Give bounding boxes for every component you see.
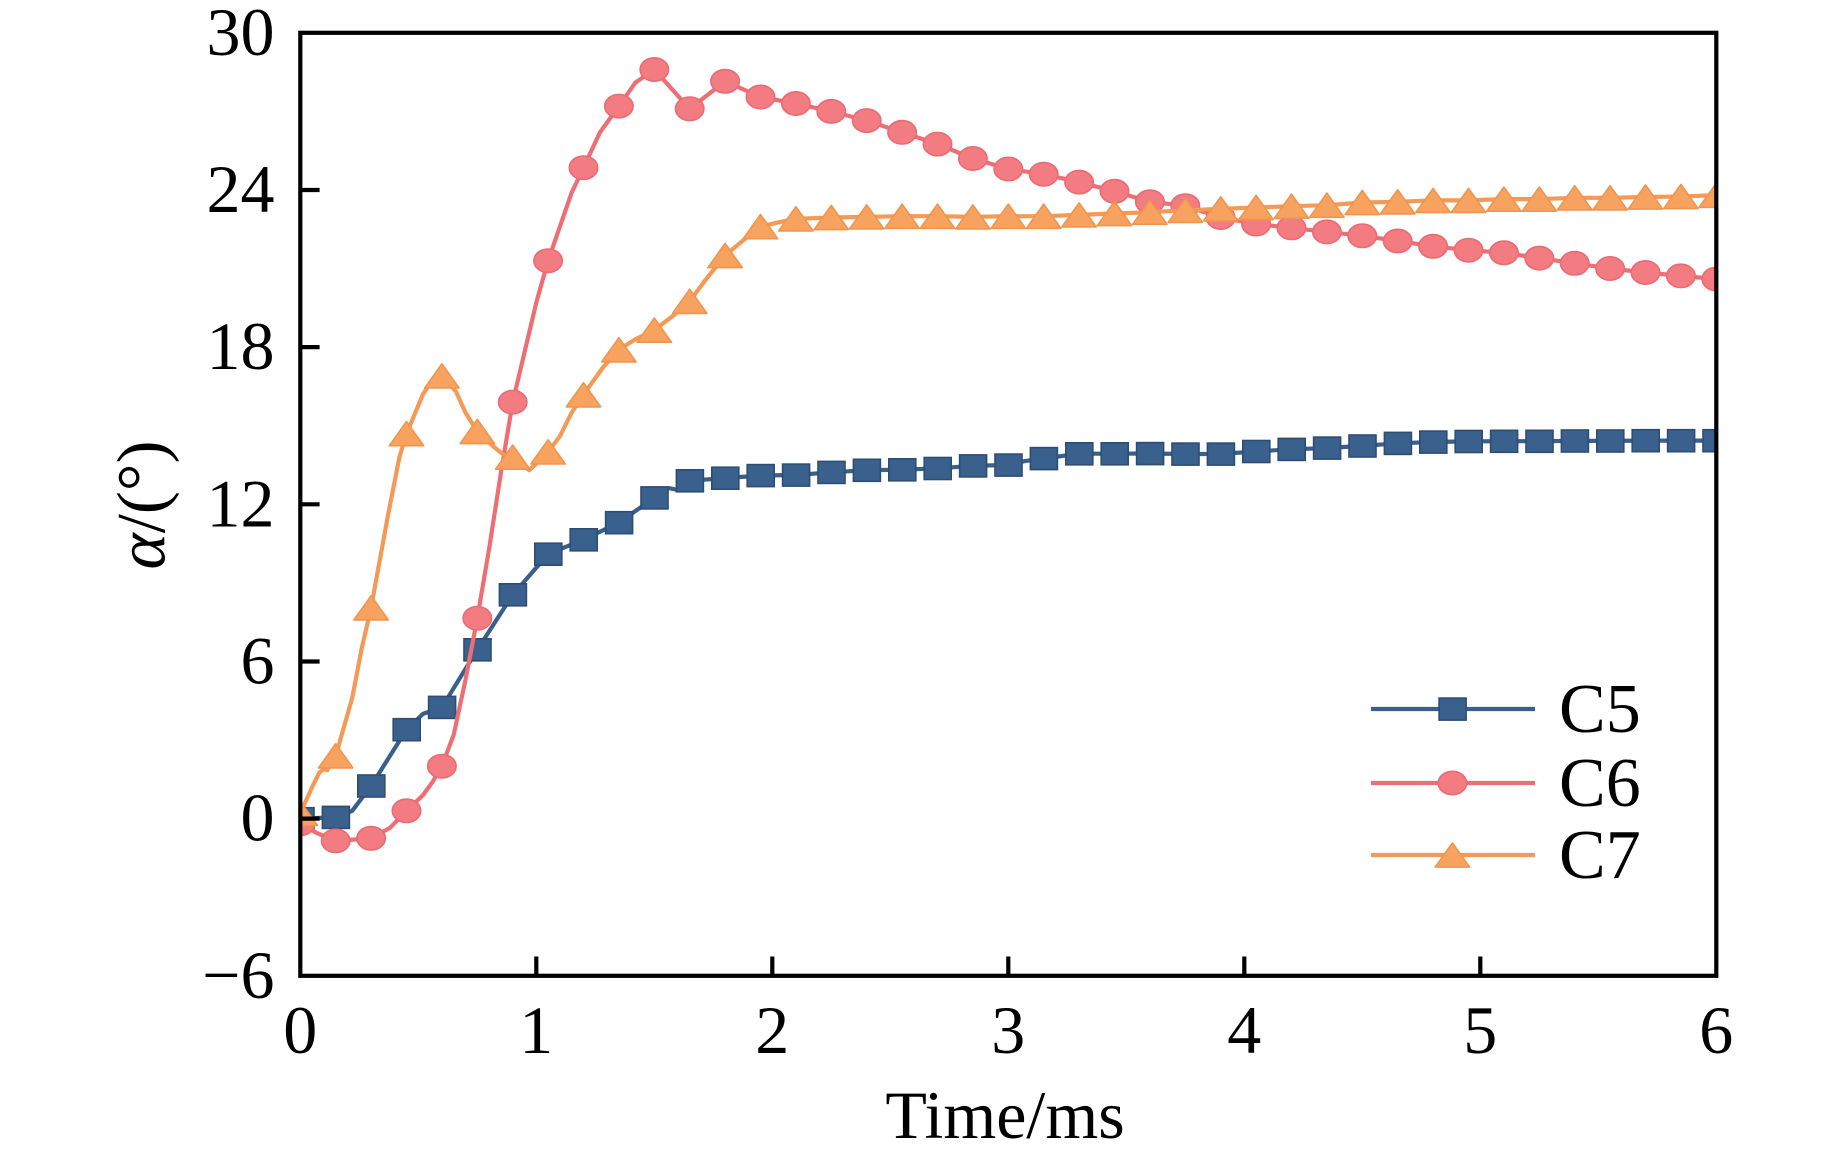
svg-text:18: 18 bbox=[207, 308, 275, 384]
svg-text:24: 24 bbox=[207, 151, 275, 227]
svg-text:0: 0 bbox=[241, 780, 275, 856]
svg-text:0: 0 bbox=[283, 992, 317, 1068]
svg-text:1: 1 bbox=[519, 992, 553, 1068]
svg-text:6: 6 bbox=[1699, 992, 1733, 1068]
svg-text:C7: C7 bbox=[1559, 817, 1641, 894]
svg-text:6: 6 bbox=[241, 623, 275, 699]
svg-text:C6: C6 bbox=[1559, 745, 1641, 822]
svg-text:C5: C5 bbox=[1559, 671, 1641, 748]
svg-text:−6: −6 bbox=[202, 937, 274, 1013]
svg-text:5: 5 bbox=[1463, 992, 1497, 1068]
svg-text:4: 4 bbox=[1227, 992, 1261, 1068]
svg-text:12: 12 bbox=[207, 465, 275, 541]
svg-text:α/(°): α/(°) bbox=[103, 441, 179, 570]
svg-text:30: 30 bbox=[207, 0, 275, 70]
svg-text:3: 3 bbox=[991, 992, 1025, 1068]
svg-text:2: 2 bbox=[755, 992, 789, 1068]
svg-text:Time/ms: Time/ms bbox=[885, 1077, 1124, 1153]
